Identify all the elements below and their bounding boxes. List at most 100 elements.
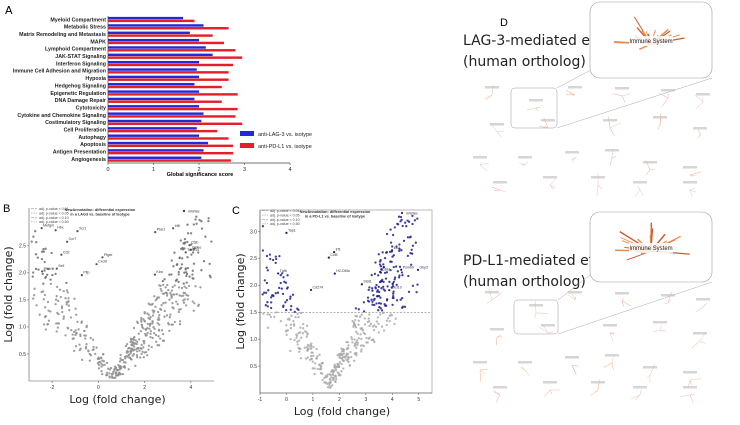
network-mini-edge	[491, 186, 501, 191]
c-plot-point	[292, 319, 295, 323]
c-plot-point	[320, 367, 323, 371]
network-title: PD-L1-mediated effects	[463, 253, 627, 269]
b-plot-point	[163, 278, 166, 281]
network-mini-edge	[694, 94, 704, 103]
network-mini-edge	[549, 178, 557, 186]
c-plot-labelled-point	[390, 249, 394, 252]
c-plot-point	[379, 265, 383, 268]
c-plot-point	[263, 291, 266, 294]
b-plot-point	[171, 301, 174, 305]
b-plot-point	[131, 337, 134, 341]
panel-a-category-label: Matrix Remodeling and Metastasis	[19, 32, 106, 38]
b-plot-labelled-point	[101, 256, 104, 259]
c-plot-point	[310, 344, 313, 348]
c-plot-point	[357, 319, 360, 322]
b-plot-point	[137, 347, 140, 350]
c-plot-point	[388, 250, 392, 254]
b-plot-point	[43, 260, 46, 264]
b-plot-point	[158, 323, 161, 326]
c-plot-point	[385, 251, 388, 254]
b-plot-point	[32, 235, 35, 238]
b-plot-point	[171, 323, 174, 326]
c-plot-point	[374, 287, 377, 290]
c-plot-point	[362, 310, 366, 313]
c-plot-point	[285, 329, 288, 332]
c-plot-point	[296, 340, 299, 343]
network-mini-edge	[526, 107, 537, 111]
b-plot-point	[207, 217, 210, 220]
network-mini-edge	[495, 336, 498, 346]
c-plot-point	[367, 300, 371, 303]
network-mini-edge	[689, 171, 702, 176]
b-plot-point	[47, 309, 50, 312]
panel-a-bar	[108, 137, 229, 140]
network-node-label	[568, 86, 582, 89]
c-plot-point	[396, 223, 400, 226]
c-plot-point	[261, 293, 264, 296]
network-mini-edge	[659, 329, 666, 332]
b-plot-point	[208, 262, 211, 266]
c-plot-point	[301, 332, 305, 335]
b-plot-point	[185, 272, 189, 276]
network-mini-edge	[549, 184, 556, 189]
c-plot-point	[285, 324, 288, 327]
panel-a-bar	[108, 16, 184, 20]
c-plot-point	[321, 378, 324, 382]
c-plot-point	[285, 308, 288, 312]
panel-a-bar	[108, 56, 243, 59]
panel-a-category-label: Hedgehog Signaling	[55, 83, 106, 89]
b-plot-point	[91, 348, 94, 352]
network-mini-edge	[689, 378, 701, 381]
c-plot-point	[379, 302, 383, 305]
c-plot-point	[370, 298, 373, 301]
b-plot-point	[80, 358, 84, 362]
b-plot-labelled-point	[76, 230, 79, 233]
c-plot-point	[409, 235, 412, 238]
network-node-label	[565, 356, 579, 359]
c-plot-point	[328, 377, 332, 381]
b-plot-point	[71, 337, 74, 340]
c-plot-point	[400, 249, 403, 252]
c-plot-point	[326, 373, 329, 376]
b-plot-point	[115, 368, 119, 372]
c-plot-point	[345, 353, 348, 357]
network-zoom-box	[510, 87, 558, 129]
network-mini-edge	[607, 116, 611, 129]
network-node-label	[565, 151, 579, 154]
b-plot-point	[163, 309, 166, 313]
b-plot-point	[186, 256, 189, 259]
b-plot-point	[193, 302, 196, 305]
b-plot-point	[152, 332, 156, 335]
b-plot-point	[100, 362, 103, 365]
b-plot-point	[60, 305, 64, 308]
c-plot-point	[339, 374, 342, 377]
b-plot-point	[117, 363, 120, 367]
b-plot-point	[138, 349, 141, 352]
c-plot-point	[342, 355, 345, 359]
b-plot-point	[170, 259, 173, 262]
b-plot-point	[200, 227, 204, 230]
c-plot-point	[315, 357, 318, 360]
b-plot-point	[68, 309, 71, 312]
c-plot-point	[371, 289, 374, 292]
c-plot-point	[328, 386, 332, 389]
b-plot-point	[147, 316, 150, 320]
network-node-label	[693, 127, 707, 130]
c-plot-labelled-point	[360, 283, 363, 286]
c-plot-point	[338, 354, 341, 357]
c-plot-point	[354, 307, 358, 310]
c-plot-point	[334, 369, 338, 372]
b-plot-point	[127, 347, 130, 350]
b-plot-point	[151, 309, 154, 312]
network-mini-edge	[479, 369, 486, 375]
c-plot-point	[340, 370, 343, 373]
network-node-label	[615, 292, 629, 295]
network-mini-edge	[495, 394, 501, 403]
c-plot-point-label: Psmb9	[403, 265, 414, 269]
b-plot-point	[140, 320, 143, 323]
b-plot-point	[198, 218, 201, 222]
panel-a-bar	[108, 112, 204, 115]
b-plot-point	[111, 372, 115, 375]
b-plot-point	[125, 343, 129, 346]
b-plot-point-label: Klra	[156, 270, 162, 274]
